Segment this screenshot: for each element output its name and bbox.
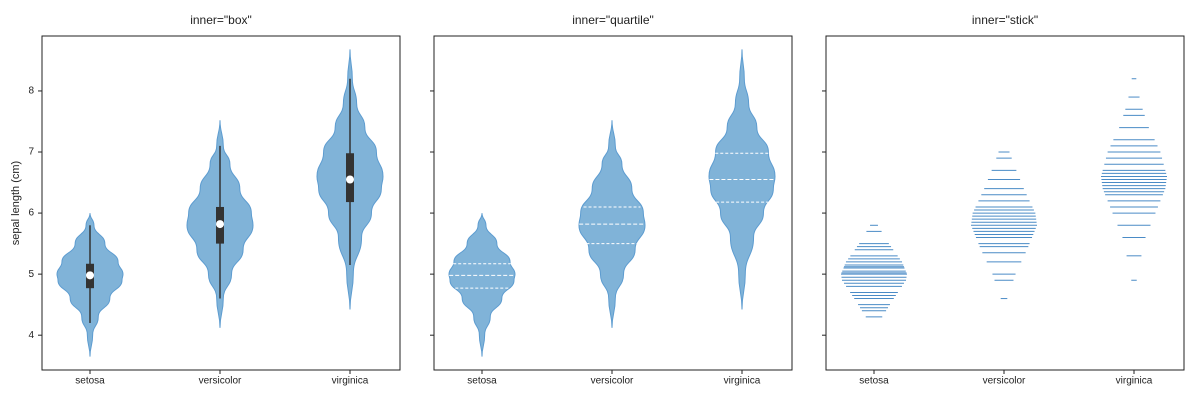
plot-frame	[825, 35, 1185, 371]
y-axis-label: sepal length (cm)	[10, 161, 22, 245]
x-tick-label: virginica	[332, 376, 369, 387]
x-tick-label: setosa	[859, 376, 889, 387]
x-tick-label: versicolor	[591, 376, 634, 387]
y-tick-label: 4	[28, 330, 34, 341]
y-tick-label: 6	[28, 208, 34, 219]
x-tick-label: setosa	[467, 376, 497, 387]
panel-title: inner="quartile"	[572, 13, 654, 27]
x-tick-label: virginica	[1116, 376, 1153, 387]
median	[216, 220, 224, 229]
y-tick-label: 7	[28, 147, 34, 158]
violin-body	[971, 120, 1037, 328]
x-tick-label: virginica	[724, 376, 761, 387]
panel-title: inner="stick"	[972, 13, 1038, 27]
x-tick-label: versicolor	[199, 376, 242, 387]
x-tick-label: setosa	[75, 376, 105, 387]
median	[86, 271, 94, 280]
plot-frame	[41, 35, 401, 371]
violin-body	[841, 213, 907, 356]
violin-body	[448, 212, 516, 357]
median	[346, 175, 354, 184]
x-tick-label: versicolor	[983, 376, 1026, 387]
panel-title: inner="box"	[190, 13, 252, 27]
y-tick-label: 8	[28, 86, 34, 97]
y-tick-label: 5	[28, 269, 34, 280]
plot-frame	[433, 35, 793, 371]
